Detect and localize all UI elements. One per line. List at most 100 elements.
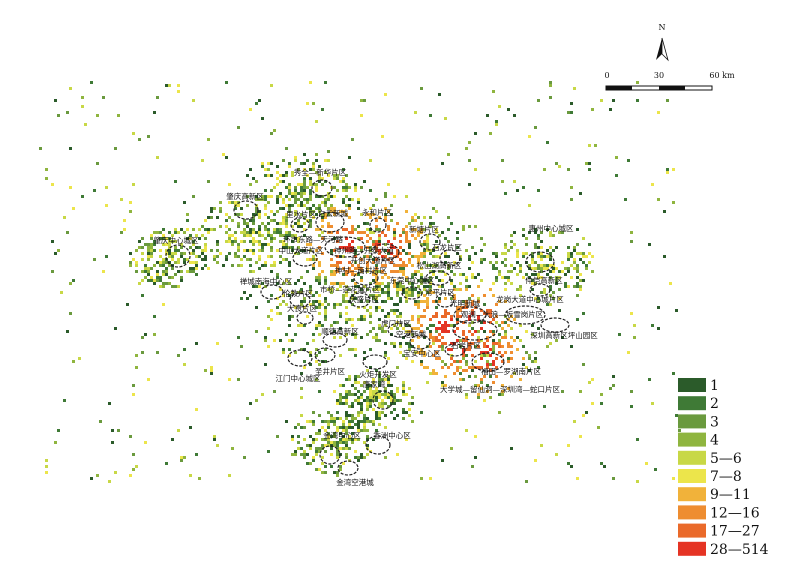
- cell: [540, 246, 543, 249]
- cell: [420, 243, 423, 246]
- cell: [480, 237, 483, 240]
- cell: [489, 369, 492, 372]
- cell: [465, 276, 468, 279]
- cell: [549, 276, 552, 279]
- cell: [162, 264, 165, 267]
- cell: [651, 183, 654, 186]
- cell: [561, 270, 564, 273]
- cell: [450, 279, 453, 282]
- cell: [315, 300, 318, 303]
- cell: [387, 405, 390, 408]
- cell: [492, 282, 495, 285]
- cell: [270, 189, 273, 192]
- cell: [411, 255, 414, 258]
- cell: [321, 216, 324, 219]
- cell: [480, 387, 483, 390]
- district-ring: [365, 435, 391, 455]
- cell: [315, 354, 318, 357]
- cell: [369, 420, 372, 423]
- cell: [102, 96, 105, 99]
- cell: [492, 345, 495, 348]
- cell: [342, 210, 345, 213]
- cell: [462, 339, 465, 342]
- cell: [462, 330, 465, 333]
- cell: [279, 234, 282, 237]
- cell: [45, 168, 48, 171]
- cell: [345, 195, 348, 198]
- cell: [495, 303, 498, 306]
- cell: [426, 297, 429, 300]
- cell: [345, 285, 348, 288]
- cell: [543, 288, 546, 291]
- cell: [150, 276, 153, 279]
- cell: [348, 405, 351, 408]
- cell: [336, 429, 339, 432]
- cell: [189, 252, 192, 255]
- cell: [516, 189, 519, 192]
- cell: [93, 258, 96, 261]
- cell: [513, 243, 516, 246]
- cell: [390, 393, 393, 396]
- cell: [309, 444, 312, 447]
- place-label: 开创大道片区: [351, 255, 396, 265]
- cell: [525, 480, 528, 483]
- cell: [309, 288, 312, 291]
- cell: [39, 147, 42, 150]
- cell: [285, 279, 288, 282]
- cell: [339, 282, 342, 285]
- cell: [363, 99, 366, 102]
- cell: [588, 144, 591, 147]
- cell: [534, 351, 537, 354]
- cell: [522, 255, 525, 258]
- cell: [237, 213, 240, 216]
- cell: [483, 345, 486, 348]
- cell: [486, 336, 489, 339]
- cell: [396, 366, 399, 369]
- cell: [492, 360, 495, 363]
- cell: [408, 261, 411, 264]
- cell: [549, 84, 552, 87]
- cell: [381, 402, 384, 405]
- cell: [453, 372, 456, 375]
- cell: [390, 246, 393, 249]
- cell: [174, 180, 177, 183]
- cell: [420, 351, 423, 354]
- cell: [312, 339, 315, 342]
- cell: [534, 357, 537, 360]
- cell: [384, 195, 387, 198]
- cell: [303, 324, 306, 327]
- cell: [486, 345, 489, 348]
- cell: [543, 291, 546, 294]
- cell: [417, 168, 420, 171]
- cell: [228, 240, 231, 243]
- cell: [336, 261, 339, 264]
- cell: [369, 213, 372, 216]
- cell: [339, 393, 342, 396]
- cell: [450, 270, 453, 273]
- cell: [480, 321, 483, 324]
- cell: [276, 282, 279, 285]
- cell: [342, 429, 345, 432]
- cell: [585, 162, 588, 165]
- cell: [504, 282, 507, 285]
- cell: [210, 249, 213, 252]
- cell: [522, 228, 525, 231]
- cell: [366, 420, 369, 423]
- cell: [522, 276, 525, 279]
- cell: [309, 225, 312, 228]
- cell: [336, 471, 339, 474]
- cell: [258, 231, 261, 234]
- cell: [492, 90, 495, 93]
- cell: [246, 225, 249, 228]
- cell: [345, 441, 348, 444]
- cell: [375, 198, 378, 201]
- cell: [381, 135, 384, 138]
- cell: [219, 201, 222, 204]
- cell: [471, 327, 474, 330]
- cell: [288, 264, 291, 267]
- cell: [237, 222, 240, 225]
- cell: [261, 165, 264, 168]
- cell: [117, 114, 120, 117]
- cell: [603, 465, 606, 468]
- cell: [180, 459, 183, 462]
